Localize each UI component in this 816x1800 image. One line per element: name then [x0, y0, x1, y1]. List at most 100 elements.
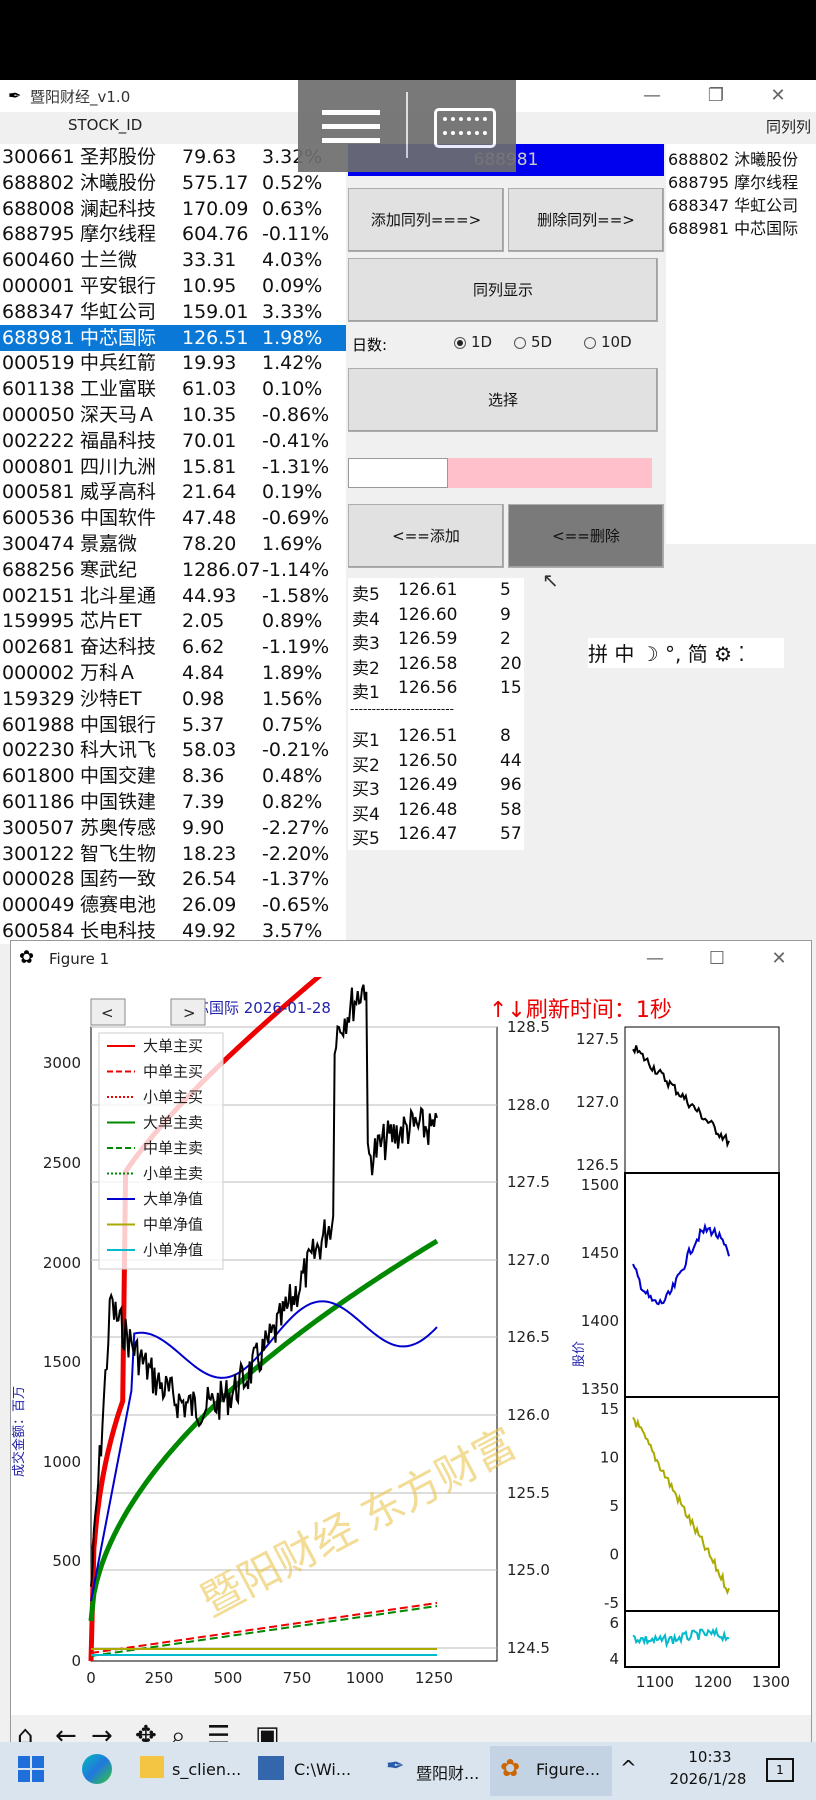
fig-maximize-button[interactable]: ☐: [708, 948, 726, 969]
order-book-row: 买1 126.51 8: [350, 726, 524, 751]
restore-button[interactable]: ❐: [707, 85, 725, 106]
stock-row[interactable]: 601988 中国银行 5.37 0.75%: [0, 712, 346, 738]
stock-row[interactable]: 159329 沙特ET 0.98 1.56%: [0, 686, 346, 712]
stock-row[interactable]: 600536 中国软件 47.48 -0.69%: [0, 505, 346, 531]
stock-row[interactable]: 601186 中国铁建 7.39 0.82%: [0, 789, 346, 815]
show-tong-button[interactable]: 同列显示: [348, 258, 658, 322]
fig-minimize-button[interactable]: —: [646, 948, 664, 969]
ime-toolbar[interactable]: 拼 中 ☽ °, 简 ⚙ ⁚: [588, 638, 784, 668]
stock-name: 国药一致: [80, 868, 157, 891]
stock-row[interactable]: 002222 福晶科技 70.01 -0.41%: [0, 428, 346, 454]
order-volume: 15: [500, 678, 522, 698]
small-tick-label: 127.5: [576, 1030, 619, 1048]
taskbar-app3[interactable]: 暨阳财...: [416, 1764, 480, 1783]
tong-list-item[interactable]: 688981 中芯国际: [668, 219, 799, 238]
clock-time[interactable]: 10:33: [688, 1748, 732, 1766]
stock-code: 002151: [2, 584, 75, 607]
minimize-button[interactable]: —: [643, 85, 661, 106]
order-level: 卖3: [352, 634, 380, 654]
stock-row[interactable]: 688008 澜起科技 170.09 0.63%: [0, 196, 346, 222]
stock-row[interactable]: 000519 中兵红箭 19.93 1.42%: [0, 350, 346, 376]
stock-row[interactable]: 600460 士兰微 33.31 4.03%: [0, 247, 346, 273]
fig-close-button[interactable]: ✕: [771, 948, 787, 969]
mid-sell-line: [90, 1605, 438, 1657]
small-tick-label: 10: [600, 1449, 619, 1467]
radio-1d[interactable]: 1D: [454, 333, 492, 351]
menu-icon[interactable]: [322, 106, 380, 144]
stock-row[interactable]: 002681 奋达科技 6.62 -1.19%: [0, 634, 346, 660]
control-panel: 688981 添加同列===> 删除同列==> 同列显示 日数: 1D 5D 1…: [346, 144, 666, 624]
notification-icon[interactable]: 1: [766, 1758, 794, 1782]
stock-code: 300474: [2, 533, 75, 555]
edge-icon[interactable]: [82, 1754, 112, 1784]
tong-list-item[interactable]: 688802 沐曦股份: [668, 150, 799, 169]
clock-date[interactable]: 2026/1/28: [669, 1770, 747, 1788]
stock-row[interactable]: 688795 摩尔线程 604.76 -0.11%: [0, 221, 346, 247]
stock-row[interactable]: 688256 寒武纪 1286.07 -1.14%: [0, 557, 346, 583]
stock-row[interactable]: 000050 深天马Ａ 10.35 -0.86%: [0, 402, 346, 428]
taskbar-active-tab[interactable]: [490, 1746, 612, 1796]
stock-row[interactable]: 002151 北斗星通 44.93 -1.58%: [0, 583, 346, 609]
tong-list[interactable]: 688802 沐曦股份 688795 摩尔线程 688347 华虹公司 688981 …: [666, 144, 816, 544]
tong-list-item[interactable]: 688347 华虹公司: [668, 196, 799, 215]
matplotlib-icon[interactable]: ✿: [500, 1754, 521, 1782]
stock-row[interactable]: 000001 平安银行 10.95 0.09%: [0, 273, 346, 299]
folder-icon[interactable]: [140, 1756, 164, 1778]
stock-row[interactable]: 000002 万科Ａ 4.84 1.89%: [0, 660, 346, 686]
stock-price: 1286.07: [182, 558, 261, 581]
stock-name: 澜起科技: [80, 197, 157, 220]
stock-change: 0.09%: [262, 275, 323, 297]
tong-list-item[interactable]: 688795 摩尔线程: [668, 173, 799, 192]
stock-price: 8.36: [182, 765, 225, 788]
windows-start-icon[interactable]: [18, 1756, 44, 1782]
close-button[interactable]: ✕: [770, 85, 786, 106]
radio-10d[interactable]: 10D: [584, 333, 632, 351]
next-button-label: >: [183, 1004, 196, 1022]
stock-change: 4.03%: [262, 249, 323, 272]
stock-row[interactable]: 300661 圣邦股份 79.63 3.32%: [0, 144, 346, 170]
stock-price: 15.81: [182, 455, 237, 478]
stock-row[interactable]: 002230 科大讯飞 58.03 -0.21%: [0, 737, 346, 763]
taskbar-app4[interactable]: Figure...: [536, 1760, 601, 1779]
stock-row[interactable]: 600584 长电科技 49.92 3.57%: [0, 918, 346, 944]
stock-row[interactable]: 601138 工业富联 61.03 0.10%: [0, 376, 346, 402]
stock-row[interactable]: 000581 威孚高科 21.64 0.19%: [0, 479, 346, 505]
feather-icon[interactable]: ✒: [386, 1754, 405, 1779]
order-price: 126.49: [398, 775, 458, 795]
keyboard-icon[interactable]: [434, 108, 496, 148]
stock-row[interactable]: 688981 中芯国际 126.51 1.98%: [0, 324, 346, 351]
y-right-tick-label: 125.5: [507, 1484, 550, 1502]
stock-row[interactable]: 688802 沐曦股份 575.17 0.52%: [0, 170, 346, 196]
chart-canvas[interactable]: 124.5 125.0 125.5 126.0 126.5 127.0 127.5 128.0…: [11, 977, 811, 1717]
choose-button[interactable]: 选择: [348, 368, 658, 432]
taskbar-app1[interactable]: s_clien...: [172, 1760, 242, 1779]
stock-row[interactable]: 300122 智飞生物 18.23 -2.20%: [0, 841, 346, 867]
stock-row[interactable]: 300507 苏奥传感 9.90 -2.27%: [0, 815, 346, 841]
stock-row[interactable]: 688347 华虹公司 159.01 3.33%: [0, 299, 346, 325]
delete-tong-button[interactable]: 删除同列==>: [508, 188, 664, 252]
input-field[interactable]: [348, 458, 448, 488]
stock-price: 10.95: [182, 275, 237, 297]
delete-button[interactable]: <==删除: [508, 504, 664, 568]
stock-code: 601138: [2, 378, 75, 401]
stock-code: 000050: [2, 404, 75, 426]
stock-row[interactable]: 601800 中国交建 8.36 0.48%: [0, 763, 346, 789]
stock-price: 159.01: [182, 300, 249, 323]
stock-price: 7.39: [182, 791, 225, 813]
pink-field[interactable]: [448, 458, 652, 488]
stock-row[interactable]: 000801 四川九洲 15.81 -1.31%: [0, 454, 346, 480]
radio-5d[interactable]: 5D: [514, 333, 552, 351]
stock-row[interactable]: 000028 国药一致 26.54 -1.37%: [0, 866, 346, 892]
stock-list[interactable]: 300661 圣邦股份 79.63 3.32% 688802 沐曦股份 575.17 0.52…: [0, 144, 346, 944]
chevron-up-icon[interactable]: ^: [620, 1756, 637, 1780]
stock-row[interactable]: 300474 景嘉微 78.20 1.69%: [0, 531, 346, 557]
add-tong-button[interactable]: 添加同列===>: [348, 188, 504, 252]
radio-dot-icon: [454, 336, 466, 349]
stock-row[interactable]: 000049 德赛电池 26.09 -0.65%: [0, 892, 346, 918]
terminal-icon[interactable]: [258, 1756, 284, 1780]
stock-name: 芯片ET: [80, 610, 142, 633]
add-button[interactable]: <==添加: [348, 504, 504, 568]
stock-row[interactable]: 159995 芯片ET 2.05 0.89%: [0, 608, 346, 634]
taskbar-app2[interactable]: C:\Wi...: [294, 1760, 352, 1779]
stock-price: 126.51: [182, 326, 249, 349]
